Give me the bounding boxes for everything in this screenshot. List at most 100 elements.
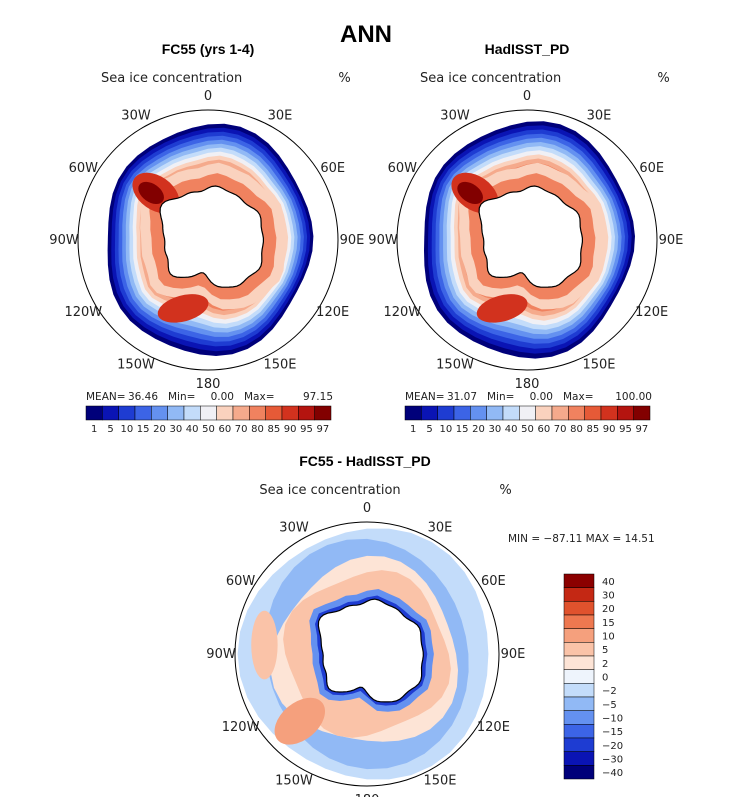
colorbar-cell: [437, 405, 455, 421]
longitude-label: 60E: [639, 161, 664, 176]
polar-plot-diff: 0 30E 60E 90E 120E 150E 180 150W 120W 90W 60W 30W Se…: [206, 453, 525, 797]
colorbar-tick-label: 70: [235, 424, 248, 435]
longitude-label: 120E: [635, 305, 668, 320]
colorbar-tick-label: 10: [120, 424, 133, 435]
longitude-label: 120E: [477, 720, 510, 735]
colorbar-tick-label: 10: [602, 632, 615, 643]
colorbar-tick-label: 0: [602, 673, 608, 684]
colorbar-cell: [167, 405, 185, 421]
colorbar-cell: [421, 405, 438, 421]
colorbar-cell: [134, 405, 152, 421]
diff-patch-positive-west: [251, 610, 278, 680]
colorbar-tick-label: 5: [426, 424, 432, 435]
colorbar-cell: [563, 710, 595, 725]
colorbar-tick-label: 5: [107, 424, 113, 435]
colorbar-cell: [281, 405, 299, 421]
panel-title: FC55 - HadISST_PD: [299, 453, 430, 469]
weddell-max: [138, 181, 164, 205]
stat-max: 97.15: [303, 391, 333, 403]
panel-title: HadISST_PD: [485, 41, 570, 57]
colorbar-tick-label: 1: [91, 424, 97, 435]
colorbar-cell: [600, 405, 618, 421]
colorbar-cell: [183, 405, 201, 421]
longitude-label: 150W: [436, 358, 474, 373]
longitude-label: 30W: [440, 108, 470, 123]
longitude-label: 150W: [275, 773, 313, 788]
colorbar-cell: [563, 628, 595, 643]
longitude-label: 60E: [481, 574, 506, 589]
colorbar-tick-label: 50: [202, 424, 215, 435]
colorbar-cell: [563, 765, 595, 780]
colorbar-cell: [249, 405, 266, 421]
colorbar-cell: [118, 405, 136, 421]
colorbar-tick-label: −20: [602, 741, 623, 752]
stat-max-label: Max=: [244, 391, 275, 403]
stat-min: 0.00: [530, 391, 553, 403]
colorbar-cell: [502, 405, 520, 421]
colorbar-cell: [200, 405, 217, 421]
colorbar-tick-label: 15: [137, 424, 150, 435]
colorbar-cell: [563, 573, 595, 588]
colorbar-tick-label: 95: [619, 424, 632, 435]
colorbar-cell: [563, 601, 595, 616]
colorbar-cell: [216, 405, 234, 421]
colorbar-tick-label: 40: [602, 577, 615, 588]
longitude-label: 60W: [226, 574, 256, 589]
colorbar-cell: [453, 405, 471, 421]
colorbar-cell: [563, 614, 595, 629]
colorbar-cell: [563, 669, 595, 684]
colorbar-tick-label: −10: [602, 714, 623, 725]
plot-boundary: [234, 521, 500, 787]
longitude-label: 90E: [501, 647, 526, 662]
colorbar-tick-label: 85: [586, 424, 599, 435]
colorbar-tick-label: 40: [505, 424, 518, 435]
colorbar-tick-label: 80: [251, 424, 264, 435]
longitude-label: 30E: [428, 521, 453, 536]
stat-mean: 31.07: [447, 391, 477, 403]
colorbar-tick-label: −2: [602, 686, 617, 697]
colorbar-tick-label: 1: [410, 424, 416, 435]
stat-min: 0.00: [211, 391, 234, 403]
variable-label: Sea ice concentration: [259, 483, 400, 498]
colorbar-tick-label: 85: [267, 424, 280, 435]
longitude-label: 30W: [279, 521, 309, 536]
colorbar-cell: [563, 737, 595, 752]
colorbar-cell: [151, 405, 168, 421]
colorbar-tick-label: 80: [570, 424, 583, 435]
colorbar-cell: [486, 405, 504, 421]
colorbar-cell: [519, 405, 536, 421]
colorbar-tick-label: 2: [602, 659, 608, 670]
stat-mean-label: MEAN=: [405, 391, 445, 403]
colorbar-cell: [563, 587, 595, 602]
colorbar-tick-label: 20: [472, 424, 485, 435]
variable-label: Sea ice concentration: [101, 71, 242, 86]
longitude-label: 150E: [263, 358, 296, 373]
colorbar-tick-label: 15: [456, 424, 469, 435]
longitude-label: 0: [204, 89, 212, 104]
colorbar-cell: [568, 405, 585, 421]
colorbar-cell: [563, 642, 595, 657]
colorbar-tick-label: 60: [537, 424, 550, 435]
colorbar-cell: [265, 405, 283, 421]
colorbar-tick-label: 20: [602, 604, 615, 615]
longitude-label: 30E: [268, 108, 293, 123]
ross-high: [157, 294, 209, 323]
colorbar-cell: [563, 683, 595, 698]
antarctica-coastline: [317, 598, 424, 703]
colorbar-cell: [563, 724, 595, 739]
colorbar-tick-label: 5: [602, 645, 608, 656]
colorbar-cell: [633, 405, 651, 421]
colorbar-tick-label: −5: [602, 700, 617, 711]
antarctica-coastline: [159, 185, 264, 288]
longitude-label: 0: [523, 89, 531, 104]
colorbar-cell: [535, 405, 553, 421]
longitude-label: 0: [363, 501, 371, 516]
units-label: %: [657, 71, 669, 86]
colorbar-cell: [314, 405, 332, 421]
colorbar-tick-label: 50: [521, 424, 534, 435]
colorbar-cell: [85, 405, 103, 421]
colorbar-tick-label: 20: [153, 424, 166, 435]
longitude-label: 60E: [320, 161, 345, 176]
